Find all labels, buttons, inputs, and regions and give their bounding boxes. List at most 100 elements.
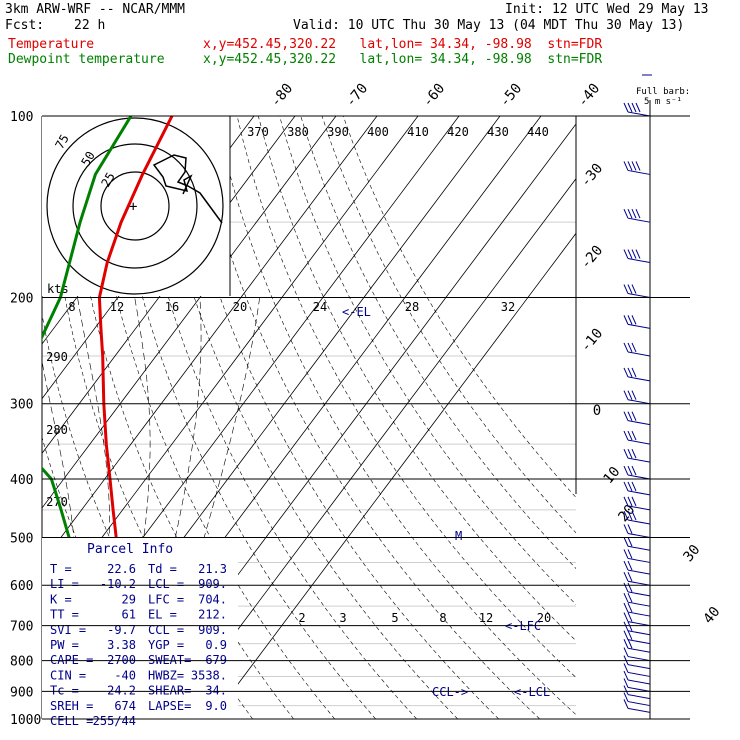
fcst-label: Fcst:: [5, 18, 45, 33]
wind-barb-flag: [623, 102, 629, 113]
wind-barb-flag: [631, 367, 637, 378]
mixing-ratio-label: 2: [298, 611, 305, 625]
wind-barb-flag: [627, 161, 633, 171]
wind-barb-flag: [627, 510, 633, 521]
wind-barb-flag: [631, 249, 637, 259]
wind-barb-flag: [631, 161, 637, 171]
wind-barb-flag: [623, 342, 629, 353]
isotherm-label: 40: [700, 604, 723, 627]
wind-barb-flag: [635, 249, 641, 259]
wind-barb: [627, 420, 651, 426]
pressure-tick-label: 1000: [10, 713, 41, 728]
model-title: 3km ARW-WRF -- NCAR/MMM: [5, 2, 186, 17]
wind-barb: [627, 630, 651, 636]
pressure-tick-label: 200: [10, 292, 33, 307]
pressure-tick-label: 100: [10, 110, 33, 125]
wind-barb: [627, 474, 651, 480]
parcel-info-cell: SREH =: [50, 699, 93, 713]
hodo-scale-label: 8: [68, 300, 75, 314]
wind-barb: [627, 399, 651, 405]
wind-barb-flag: [631, 510, 637, 521]
level-marker-3: CCL->: [432, 685, 468, 699]
wind-barb-flag: [627, 537, 633, 547]
parcel-info-cell: Tc =: [50, 684, 79, 698]
wind-barb: [627, 169, 651, 175]
parcel-info-cell: 61: [122, 608, 136, 622]
temperature-legend-label: Temperature: [8, 37, 95, 52]
parcel-info-cell: T =: [50, 562, 72, 576]
wind-barb: [627, 656, 651, 662]
wind-barb-flag: [627, 621, 633, 631]
hodograph-ring: [46, 117, 224, 295]
parcel-info-cell: LFC =: [148, 592, 184, 606]
wind-barb: [627, 545, 651, 551]
wind-barb-flag: [623, 537, 629, 547]
isotherm: [42, 116, 378, 564]
theta-left-label: 280: [46, 423, 68, 437]
wind-barb-flag: [623, 496, 629, 507]
wind-barb-flag: [623, 430, 629, 441]
parcel-info-cell: 909.: [198, 577, 227, 591]
wind-barb: [627, 293, 651, 299]
wind-barb-flag: [631, 208, 637, 219]
dewpoint-location: x,y=452.45,320.22 lat,lon= 34.34, -98.98…: [203, 52, 603, 67]
wind-barb-flag: [627, 448, 633, 459]
hodo-scale-label: 28: [405, 300, 419, 314]
dry-adiabat: [258, 116, 576, 642]
wind-barb-flag: [627, 390, 633, 400]
pressure-tick-label: 800: [10, 655, 33, 670]
moist-adiabat: [0, 298, 7, 720]
wind-barb-flag: [631, 390, 637, 400]
dry-adiabat: [0, 116, 7, 719]
isotherm: [170, 177, 576, 719]
wind-barb-flag: [631, 411, 637, 421]
wind-barb-flag: [623, 592, 629, 603]
wind-barb: [627, 701, 651, 707]
theta-label: 430: [487, 125, 509, 139]
level-marker-2: <-LCL: [514, 685, 550, 699]
isotherm-label: 30: [680, 542, 703, 565]
parcel-info-cell: 24.2: [107, 684, 136, 698]
hodo-scale-label: 12: [110, 300, 124, 314]
parcel-info-cell: 34.: [205, 684, 227, 698]
parcel-info-cell: -9.7: [107, 623, 136, 637]
parcel-info-cell: HWBZ=: [148, 668, 184, 682]
wind-barb-flag: [623, 524, 629, 534]
wind-barb: [627, 532, 651, 538]
theta-label: 420: [447, 125, 469, 139]
parcel-info-title: Parcel Info: [87, 542, 173, 557]
wind-barb-flag: [627, 208, 633, 219]
wind-barb-flag: [623, 602, 629, 613]
barb-legend-units: 5 m s⁻¹: [644, 97, 682, 107]
wind-barb-flag: [627, 524, 633, 534]
pressure-tick-label: 300: [10, 398, 33, 413]
wind-barb: [627, 707, 651, 713]
parcel-info-cell: 9.0: [205, 699, 227, 713]
parcel-info-cell: 29: [122, 592, 136, 606]
wind-barb-flag: [631, 315, 637, 325]
wind-barb: [627, 376, 651, 382]
theta-left-label: 290: [46, 350, 68, 364]
pressure-tick-label: 700: [10, 620, 33, 635]
hodograph-center: +: [129, 199, 137, 215]
wind-barb-flag: [623, 249, 629, 259]
wind-barb-flag: [623, 390, 629, 400]
wind-barb-flag: [627, 630, 633, 640]
hodo-scale-label: 20: [233, 300, 247, 314]
wind-barb-flag: [627, 315, 633, 325]
wind-barb-flag: [627, 284, 633, 294]
mixing-ratio-label: 3: [339, 611, 346, 625]
mixing-ratio-label: 8: [439, 611, 446, 625]
parcel-info-cell: SVI =: [50, 623, 86, 637]
wind-barb-flag: [623, 663, 629, 673]
wind-barb: [627, 557, 651, 563]
parcel-info-cell: EL =: [148, 608, 177, 622]
hodograph-ring: [72, 143, 198, 269]
hodograph-ring: [100, 171, 170, 241]
wind-barb-flag: [623, 411, 629, 421]
parcel-info-cell: LCL =: [148, 577, 184, 591]
wind-barb: [627, 621, 651, 627]
wind-barb: [627, 611, 651, 617]
wind-barb: [627, 694, 651, 700]
wind-barb-flag: [627, 612, 633, 622]
